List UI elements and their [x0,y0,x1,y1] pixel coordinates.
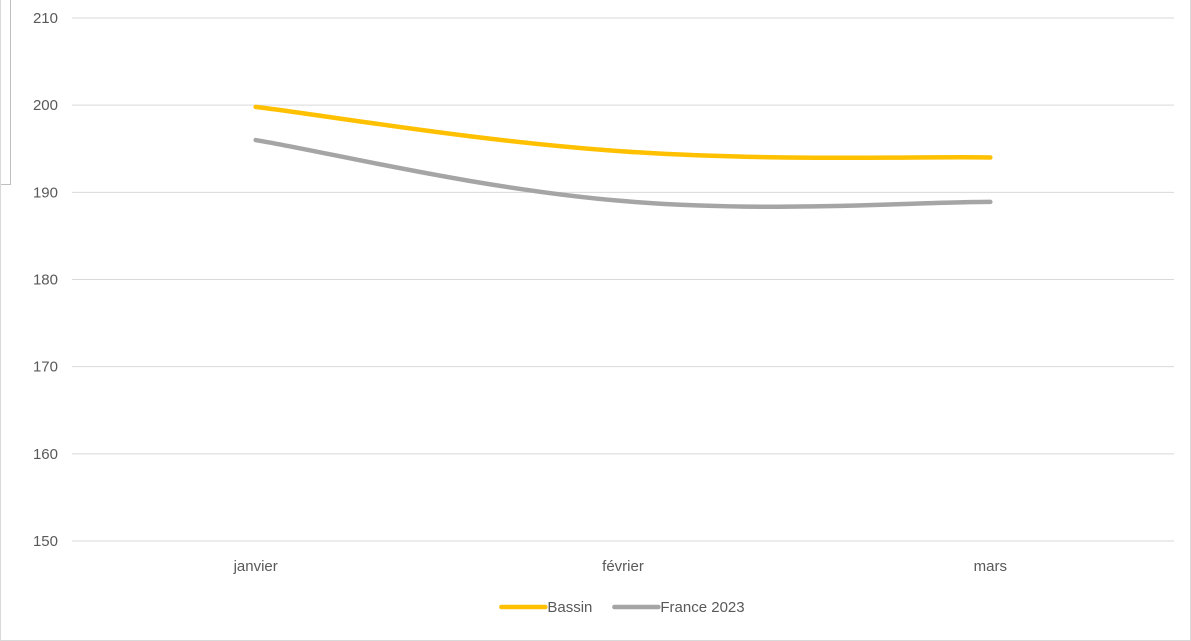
y-tick-label: 170 [33,359,58,376]
y-tick-label: 160 [33,446,58,463]
y-tick-label: 190 [33,184,58,201]
legend-label: France 2023 [660,599,744,616]
y-tick-label: 210 [33,10,58,27]
x-axis-tick-labels: janvier février mars [233,558,1007,575]
y-tick-label: 200 [33,97,58,114]
series-lines [253,104,993,209]
legend-label: Bassin [547,599,592,616]
y-tick-label: 180 [33,272,58,289]
x-tick-label: mars [974,558,1007,575]
y-axis-tick-labels: 150 160 170 180 190 200 210 [33,10,58,550]
series-line-1 [253,137,993,209]
grid-lines [72,17,1174,542]
chart-border-fragment [1,0,11,185]
x-tick-label: janvier [233,558,278,575]
y-tick-label: 150 [33,533,58,550]
legend: Bassin France 2023 [499,599,745,616]
x-tick-label: février [602,558,644,575]
series-line-0 [253,104,993,161]
